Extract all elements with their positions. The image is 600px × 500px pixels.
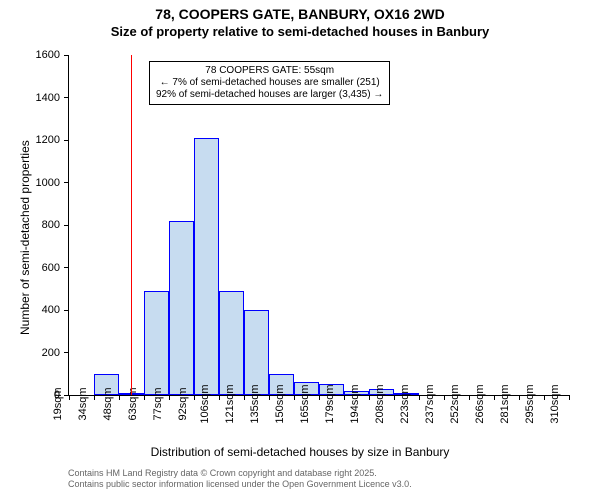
x-tick-label: 266sqm: [474, 384, 486, 423]
annotation-box: 78 COOPERS GATE: 55sqm ← 7% of semi-deta…: [149, 61, 390, 105]
y-tick-mark: [64, 140, 69, 141]
y-tick-mark: [64, 310, 69, 311]
x-tick-mark: [369, 395, 370, 400]
y-tick-label: 1400: [36, 92, 62, 104]
x-tick-label: 252sqm: [449, 384, 461, 423]
x-tick-mark: [119, 395, 120, 400]
histogram-bar: [144, 291, 169, 395]
histogram-bar: [194, 138, 219, 395]
histogram-bars: [69, 55, 569, 395]
y-tick-label: 800: [42, 219, 62, 231]
x-tick-mark: [419, 395, 420, 400]
x-tick-label: 208sqm: [374, 384, 386, 423]
footer-line1: Contains HM Land Registry data © Crown c…: [68, 468, 412, 479]
footer-attribution: Contains HM Land Registry data © Crown c…: [68, 468, 412, 490]
x-tick-mark: [244, 395, 245, 400]
x-tick-mark: [394, 395, 395, 400]
x-tick-label: 223sqm: [399, 384, 411, 423]
x-tick-label: 135sqm: [249, 384, 261, 423]
y-tick-label: 200: [42, 347, 62, 359]
chart-title: 78, COOPERS GATE, BANBURY, OX16 2WD: [0, 6, 600, 22]
x-tick-mark: [569, 395, 570, 400]
footer-line2: Contains public sector information licen…: [68, 479, 412, 490]
histogram-bar: [169, 221, 194, 395]
histogram-bar: [244, 310, 269, 395]
x-tick-label: 19sqm: [52, 387, 64, 420]
x-tick-mark: [269, 395, 270, 400]
y-tick-mark: [64, 55, 69, 56]
x-tick-mark: [94, 395, 95, 400]
x-tick-mark: [344, 395, 345, 400]
x-tick-label: 150sqm: [274, 384, 286, 423]
histogram-bar: [219, 291, 244, 395]
y-tick-mark: [64, 352, 69, 353]
x-axis-label: Distribution of semi-detached houses by …: [0, 445, 600, 459]
x-tick-mark: [544, 395, 545, 400]
annotation-line1: 78 COOPERS GATE: 55sqm: [156, 65, 383, 77]
x-tick-mark: [69, 395, 70, 400]
chart-subtitle: Size of property relative to semi-detach…: [0, 24, 600, 39]
y-tick-label: 1000: [36, 177, 62, 189]
x-tick-mark: [469, 395, 470, 400]
x-tick-mark: [444, 395, 445, 400]
y-tick-label: 1200: [36, 134, 62, 146]
y-tick-mark: [64, 267, 69, 268]
x-tick-mark: [319, 395, 320, 400]
y-tick-mark: [64, 97, 69, 98]
y-tick-label: 400: [42, 304, 62, 316]
x-tick-label: 121sqm: [224, 384, 236, 423]
x-tick-label: 63sqm: [127, 387, 139, 420]
x-tick-mark: [219, 395, 220, 400]
x-tick-mark: [494, 395, 495, 400]
annotation-line3: 92% of semi-detached houses are larger (…: [156, 89, 383, 101]
x-tick-mark: [294, 395, 295, 400]
x-tick-label: 295sqm: [524, 384, 536, 423]
x-tick-mark: [519, 395, 520, 400]
x-tick-label: 194sqm: [349, 384, 361, 423]
plot-area: 02004006008001000120014001600 19sqm34sqm…: [68, 55, 569, 396]
y-tick-label: 1600: [36, 49, 62, 61]
property-marker-line: [131, 55, 132, 395]
x-tick-label: 92sqm: [177, 387, 189, 420]
y-tick-label: 600: [42, 262, 62, 274]
x-tick-label: 77sqm: [152, 387, 164, 420]
x-tick-label: 281sqm: [499, 384, 511, 423]
x-tick-label: 179sqm: [324, 384, 336, 423]
y-axis-label: Number of semi-detached properties: [18, 140, 32, 335]
y-tick-mark: [64, 225, 69, 226]
x-tick-label: 165sqm: [299, 384, 311, 423]
x-tick-label: 48sqm: [102, 387, 114, 420]
x-tick-label: 310sqm: [549, 384, 561, 423]
x-tick-mark: [169, 395, 170, 400]
x-tick-mark: [194, 395, 195, 400]
y-tick-mark: [64, 182, 69, 183]
x-tick-label: 106sqm: [199, 384, 211, 423]
x-tick-mark: [144, 395, 145, 400]
x-tick-label: 34sqm: [77, 387, 89, 420]
annotation-line2: ← 7% of semi-detached houses are smaller…: [156, 77, 383, 89]
x-tick-label: 237sqm: [424, 384, 436, 423]
